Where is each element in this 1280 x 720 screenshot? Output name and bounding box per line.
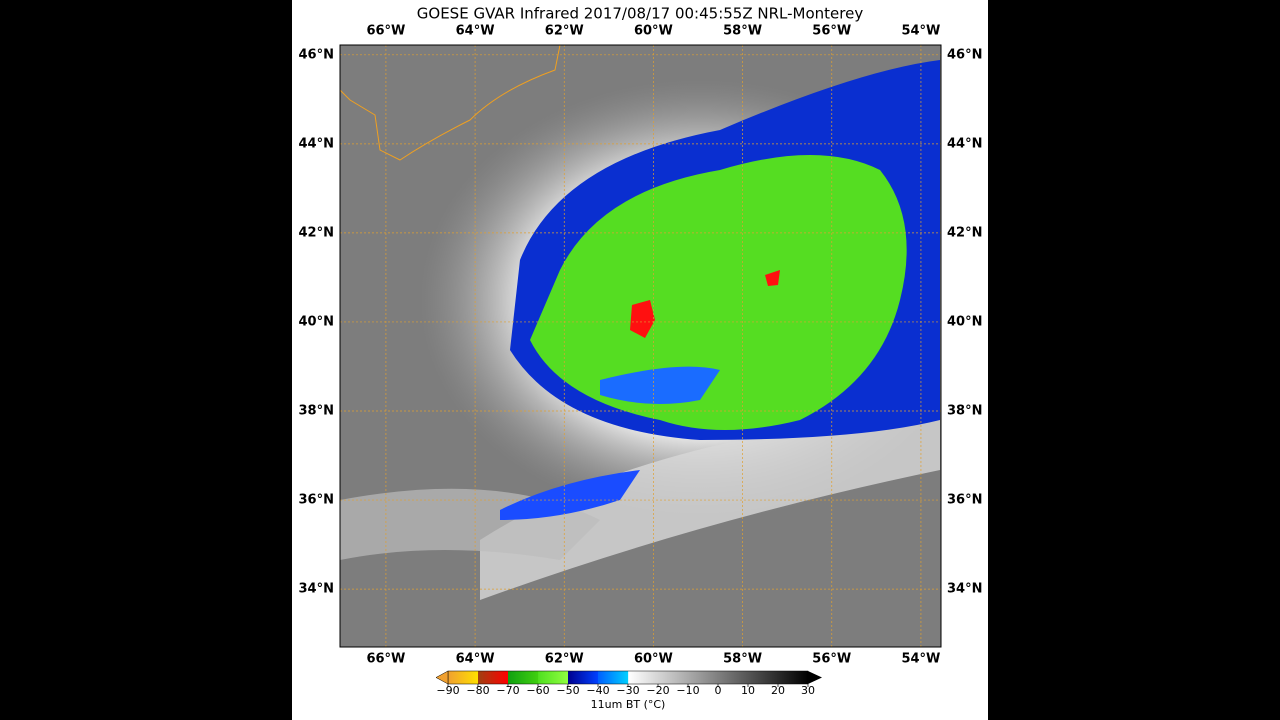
map-frame	[339, 44, 942, 648]
colorbar-tick-label: −30	[616, 684, 639, 697]
colorbar-tick-label: −80	[466, 684, 489, 697]
colorbar-tick-label: 10	[741, 684, 755, 697]
lat-label: 36°N	[947, 493, 982, 508]
lat-label: 36°N	[299, 493, 334, 508]
lon-label: 60°W	[634, 24, 673, 39]
colorbar-max-arrow	[808, 671, 822, 684]
lon-label: 58°W	[723, 652, 762, 667]
lon-label: 64°W	[456, 652, 495, 667]
colorbar-tick-label: −50	[556, 684, 579, 697]
lon-label: 66°W	[366, 24, 405, 39]
lat-label: 46°N	[299, 47, 334, 62]
colorbar-tick-label: 30	[801, 684, 815, 697]
lon-label: 58°W	[723, 24, 762, 39]
colorbar-tick-label: −60	[526, 684, 549, 697]
lon-label: 60°W	[634, 652, 673, 667]
lon-label: 56°W	[812, 652, 851, 667]
lat-label: 40°N	[299, 314, 334, 329]
lat-label: 38°N	[299, 404, 334, 419]
colorbar-tick-label: −10	[676, 684, 699, 697]
lat-label: 38°N	[947, 404, 982, 419]
colorbar-tick-label: 0	[715, 684, 722, 697]
lon-label: 66°W	[366, 652, 405, 667]
lon-label: 54°W	[901, 652, 940, 667]
colorbar	[447, 670, 809, 685]
satellite-image	[340, 45, 941, 647]
colorbar-tick-label: −70	[496, 684, 519, 697]
lon-label: 62°W	[545, 652, 584, 667]
colorbar-tick-label: −40	[586, 684, 609, 697]
lat-label: 42°N	[947, 225, 982, 240]
lat-label: 42°N	[299, 225, 334, 240]
title: GOESE GVAR Infrared 2017/08/17 00:45:55Z…	[417, 5, 864, 23]
colorbar-tick-label: −20	[646, 684, 669, 697]
lat-label: 44°N	[947, 136, 982, 151]
lat-label: 34°N	[947, 582, 982, 597]
lon-label: 54°W	[901, 24, 940, 39]
colorbar-tick-label: −90	[436, 684, 459, 697]
lon-label: 56°W	[812, 24, 851, 39]
lat-label: 46°N	[947, 47, 982, 62]
lat-label: 44°N	[299, 136, 334, 151]
lon-label: 62°W	[545, 24, 584, 39]
colorbar-min-arrow	[435, 670, 449, 685]
colorbar-tick-label: 20	[771, 684, 785, 697]
lon-label: 64°W	[456, 24, 495, 39]
colorbar-label: 11um BT (°C)	[591, 698, 666, 711]
lat-label: 40°N	[947, 314, 982, 329]
lat-label: 34°N	[299, 582, 334, 597]
